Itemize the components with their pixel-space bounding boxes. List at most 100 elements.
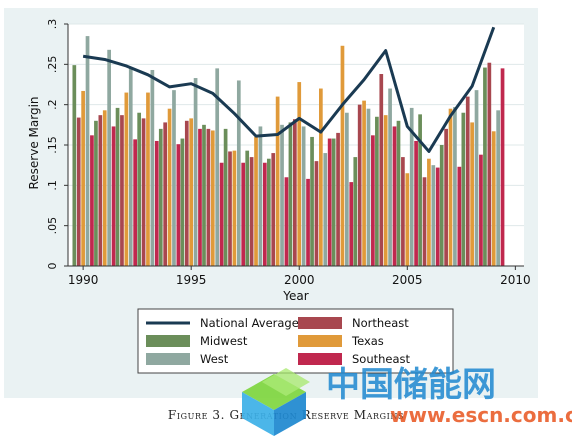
bar-northeast bbox=[444, 128, 448, 266]
bar-midwest bbox=[72, 65, 77, 266]
bar-midwest bbox=[310, 136, 314, 266]
legend-label-national-average: National Average bbox=[200, 316, 299, 330]
bar-texas bbox=[275, 96, 280, 266]
bar-southeast bbox=[198, 128, 202, 266]
bar-texas bbox=[210, 130, 215, 266]
bar-northeast bbox=[120, 115, 124, 266]
x-tick-label: 1995 bbox=[176, 273, 207, 287]
legend-swatch-midwest bbox=[146, 335, 190, 347]
legend-label-west: West bbox=[200, 352, 229, 366]
bar-northeast bbox=[401, 157, 405, 266]
bar-southeast bbox=[111, 126, 116, 267]
y-tick-label: .2 bbox=[46, 99, 59, 110]
bar-northeast bbox=[314, 161, 319, 266]
bar-northeast bbox=[465, 96, 470, 266]
bar-southeast bbox=[500, 68, 505, 266]
bar-northeast bbox=[379, 74, 384, 266]
bar-texas bbox=[81, 90, 85, 266]
bar-southeast bbox=[284, 177, 289, 266]
bar-northeast bbox=[487, 62, 492, 266]
y-tick-label: .25 bbox=[46, 56, 59, 74]
bar-west bbox=[323, 153, 328, 266]
bar-midwest bbox=[331, 138, 336, 266]
bar-southeast bbox=[262, 162, 267, 266]
bar-texas bbox=[167, 108, 172, 266]
bar-southeast bbox=[457, 166, 462, 266]
bar-west bbox=[172, 90, 176, 266]
bar-west bbox=[128, 68, 133, 266]
national-average-line bbox=[82, 26, 496, 153]
bar-midwest bbox=[245, 150, 250, 266]
legend-label-texas: Texas bbox=[351, 334, 384, 348]
bar-midwest bbox=[353, 157, 358, 266]
bar-west bbox=[215, 68, 220, 266]
bar-midwest bbox=[439, 145, 444, 266]
bar-southeast bbox=[133, 139, 138, 266]
bar-texas bbox=[189, 118, 194, 266]
bar-northeast bbox=[292, 119, 297, 266]
legend: National Average Northeast Midwest Texas Wes… bbox=[137, 308, 454, 374]
legend-label-southeast: Southeast bbox=[352, 352, 411, 366]
bar-west bbox=[496, 110, 500, 267]
bar-northeast bbox=[249, 157, 254, 266]
bar-texas bbox=[491, 131, 496, 266]
bar-southeast bbox=[327, 138, 332, 266]
bar-southeast bbox=[435, 167, 440, 266]
bar-southeast bbox=[414, 140, 418, 266]
bar-southeast bbox=[392, 126, 397, 267]
bar-northeast bbox=[184, 120, 189, 266]
bar-southeast bbox=[371, 135, 375, 266]
bar-texas bbox=[340, 45, 345, 266]
bar-texas bbox=[297, 82, 302, 266]
bar-west bbox=[85, 36, 90, 266]
x-tick-label: 2000 bbox=[284, 273, 315, 287]
bar-midwest bbox=[288, 122, 293, 266]
bar-west bbox=[474, 90, 479, 266]
bar-texas bbox=[254, 136, 258, 266]
bar-texas bbox=[383, 115, 388, 266]
bar-texas bbox=[427, 158, 431, 266]
bar-midwest bbox=[266, 158, 271, 266]
bar-northeast bbox=[357, 104, 362, 267]
bar-southeast bbox=[154, 140, 159, 266]
legend-box bbox=[137, 308, 454, 374]
bar-texas bbox=[232, 150, 237, 266]
y-tick-label: .15 bbox=[46, 136, 59, 154]
y-tick-label: 0 bbox=[46, 263, 59, 270]
bar-midwest bbox=[461, 112, 466, 266]
bar-southeast bbox=[479, 154, 483, 266]
x-axis-label: Year bbox=[282, 289, 308, 303]
legend-swatch-northeast bbox=[298, 317, 342, 329]
bar-southeast bbox=[90, 135, 94, 266]
bar-southeast bbox=[349, 182, 354, 266]
bar-west bbox=[366, 108, 371, 266]
bar-texas bbox=[448, 108, 453, 266]
y-axis-label: Reserve Margin bbox=[27, 96, 41, 189]
bar-west bbox=[150, 69, 155, 266]
bar-northeast bbox=[336, 132, 340, 266]
bar-southeast bbox=[219, 162, 224, 266]
bar-midwest bbox=[115, 107, 120, 266]
bar-southeast bbox=[241, 162, 246, 266]
bar-texas bbox=[362, 100, 366, 266]
bar-northeast bbox=[98, 115, 103, 266]
bar-northeast bbox=[141, 118, 146, 266]
bar-texas bbox=[319, 88, 323, 267]
legend-label-midwest: Midwest bbox=[200, 334, 248, 348]
bar-west bbox=[301, 126, 306, 267]
bar-midwest bbox=[180, 138, 185, 266]
bar-west bbox=[388, 88, 392, 267]
bar-northeast bbox=[163, 122, 168, 266]
figure-caption: Figure 3. Generation Reserve Margins bbox=[167, 408, 405, 422]
bar-midwest bbox=[137, 112, 142, 266]
x-tick-label: 1990 bbox=[68, 273, 99, 287]
bar-west bbox=[345, 112, 349, 266]
bar-midwest bbox=[375, 116, 379, 267]
bar-texas bbox=[102, 110, 107, 267]
bar-northeast bbox=[76, 117, 81, 266]
bar-west bbox=[236, 80, 241, 266]
bar-west bbox=[431, 165, 436, 266]
bar-midwest bbox=[396, 120, 401, 266]
y-tick-label: .1 bbox=[46, 180, 59, 191]
